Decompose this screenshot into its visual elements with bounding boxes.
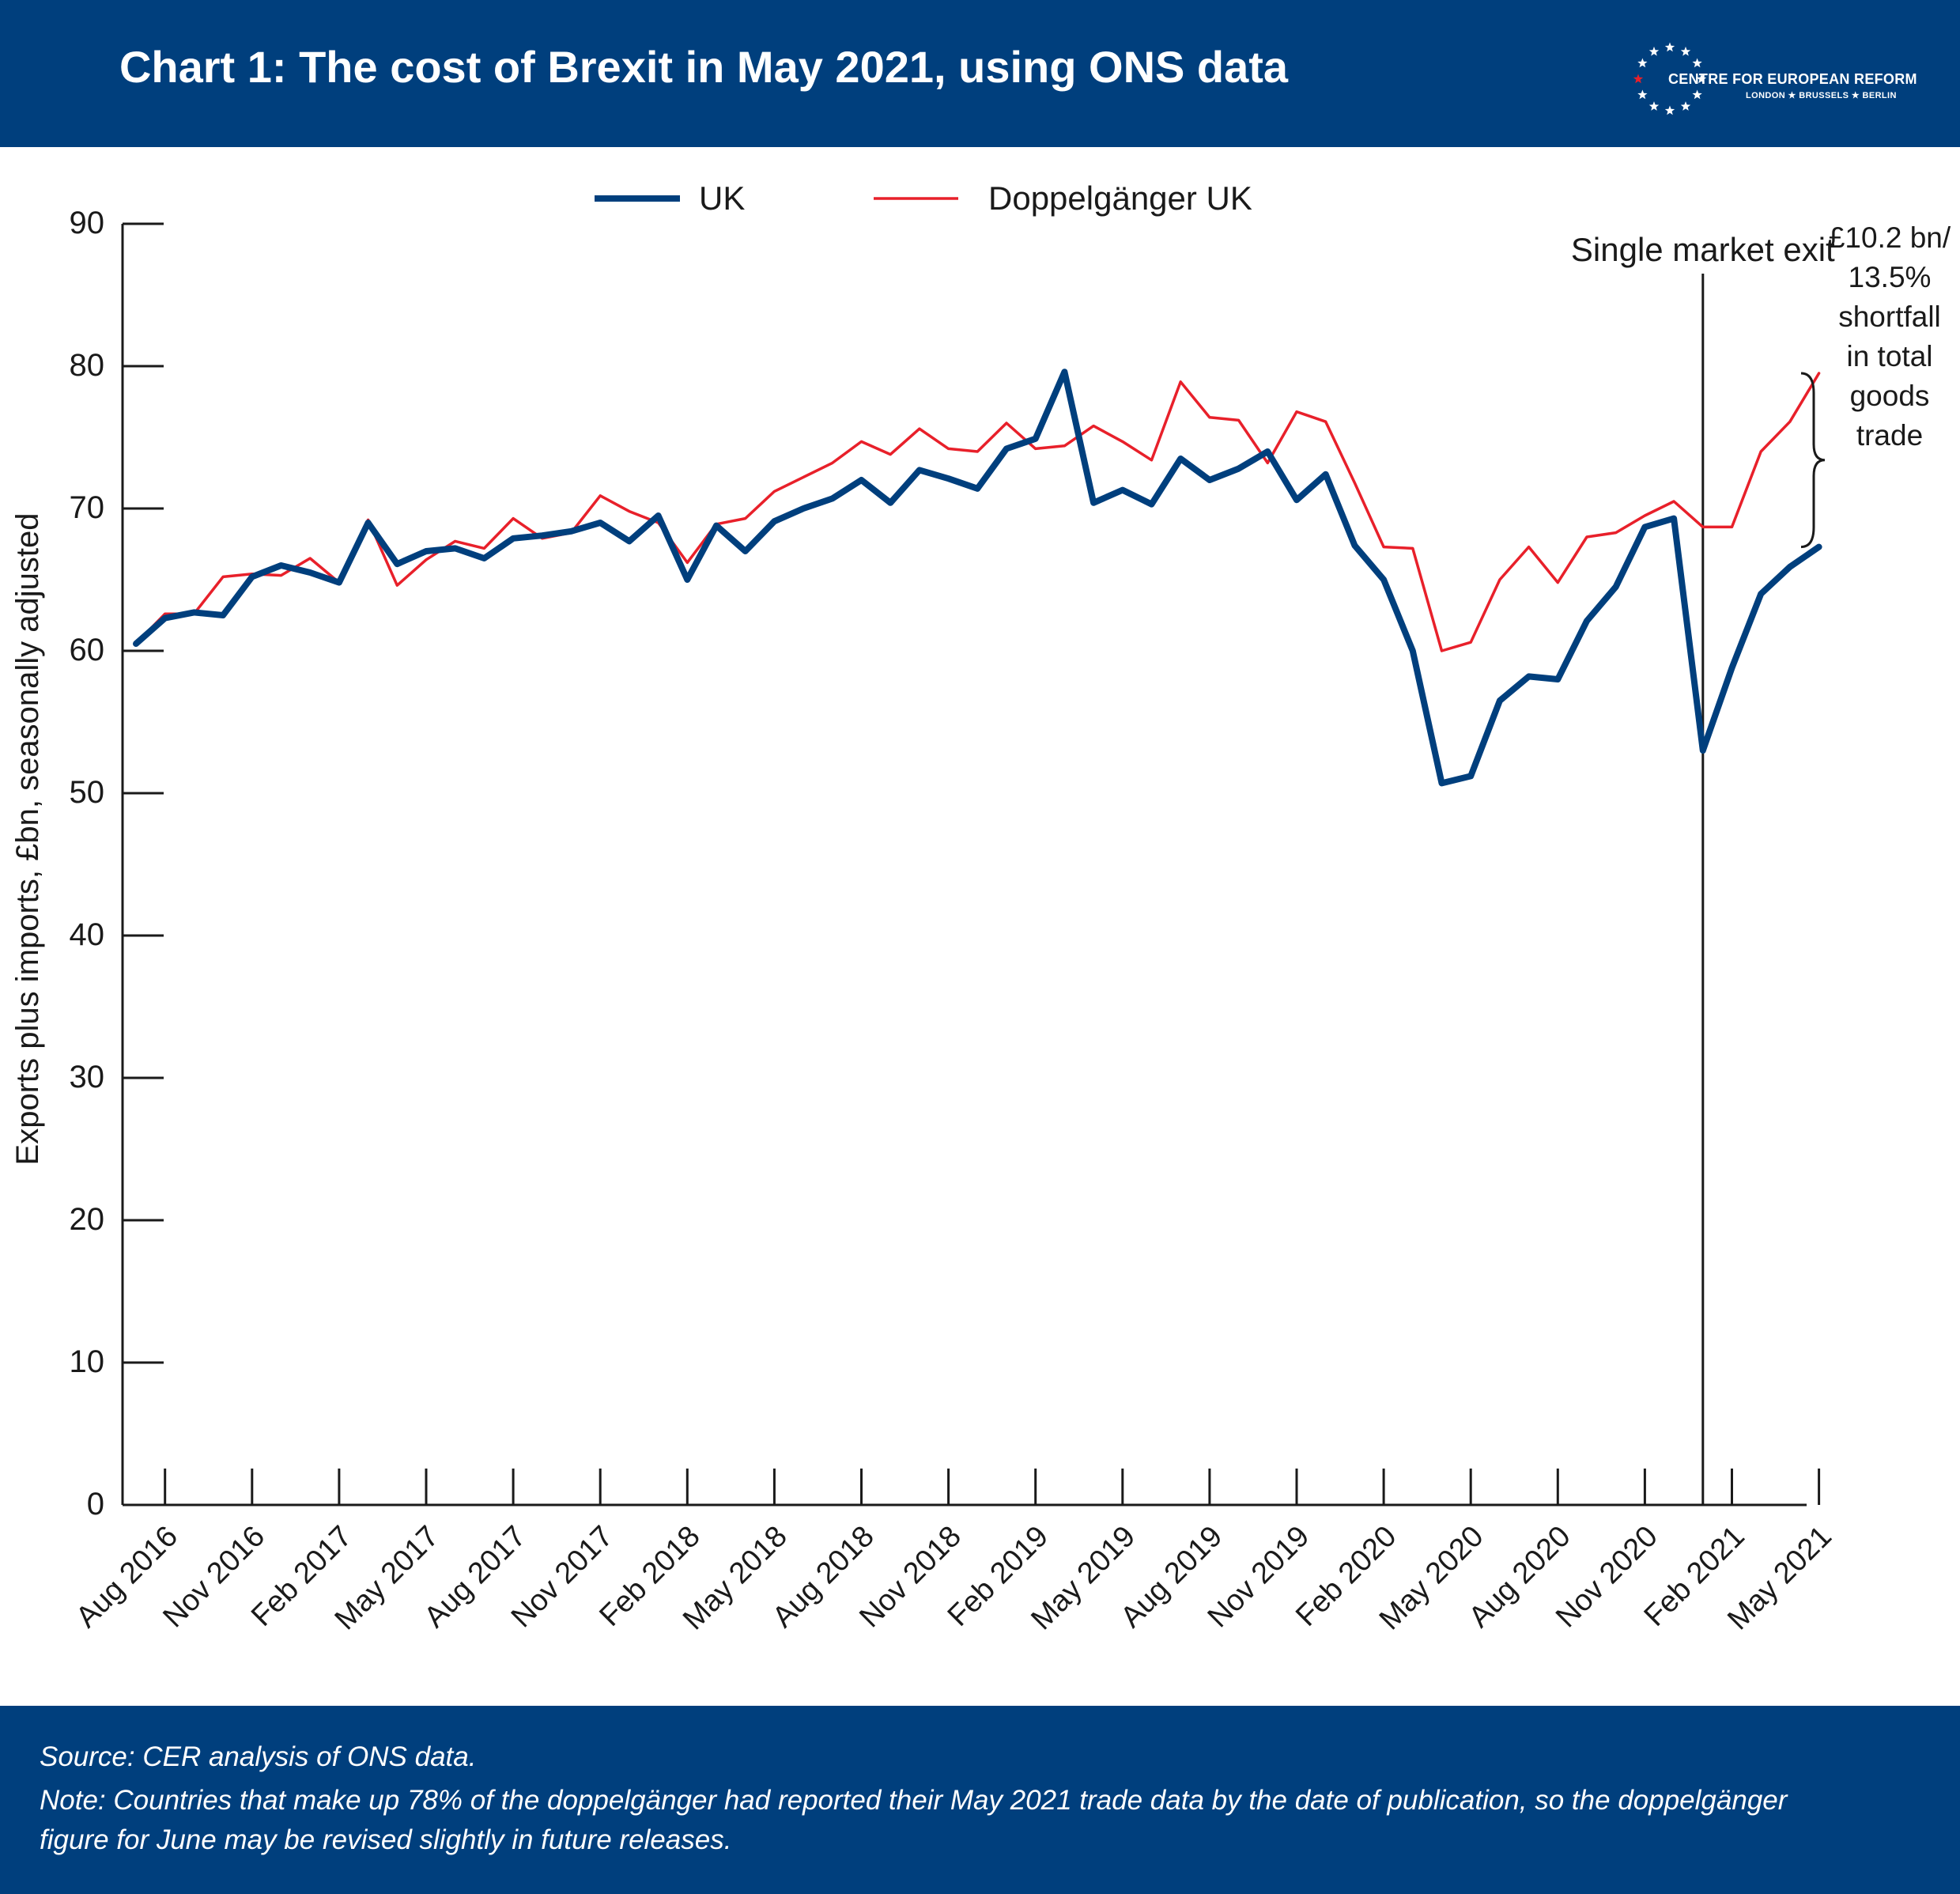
shortfall-text-line: 13.5% xyxy=(1849,261,1932,293)
shortfall-text-line: in total xyxy=(1846,340,1932,372)
shortfall-annotation: £10.2 bn/13.5% shortfall in total goods trad… xyxy=(1800,221,1951,549)
y-tick-label: 70 xyxy=(70,490,105,525)
shortfall-text-line: goods xyxy=(1850,380,1930,412)
logo-star-icon xyxy=(1680,101,1691,111)
source-note: Source: CER analysis of ONS data. xyxy=(40,1741,477,1772)
y-tick-label: 60 xyxy=(70,633,105,667)
footnote-line-2: figure for June may be revised slightly … xyxy=(40,1824,732,1855)
logo-star-icon xyxy=(1637,58,1648,68)
logo-star-icon xyxy=(1680,46,1691,56)
chart-title: Chart 1: The cost of Brexit in May 2021,… xyxy=(119,42,1289,92)
legend-uk-label: UK xyxy=(699,180,745,217)
uk-series-line xyxy=(133,369,1822,787)
shortfall-text-line: shortfall xyxy=(1838,301,1941,333)
logo-star-icon xyxy=(1692,58,1702,68)
series-lines xyxy=(133,369,1822,787)
y-tick-label: 20 xyxy=(70,1202,105,1237)
logo-star-icon xyxy=(1664,42,1675,52)
shortfall-text-line: trade xyxy=(1856,419,1923,452)
y-tick-label: 90 xyxy=(70,206,105,240)
logo-star-icon xyxy=(1696,74,1707,84)
legend-doppelganger-label: Doppelgänger UK xyxy=(988,180,1252,217)
eu-star-ring-icon xyxy=(1633,42,1707,115)
curly-brace xyxy=(1800,372,1826,549)
footer-banner: Source: CER analysis of ONS data. Note: … xyxy=(0,1706,1960,1894)
logo-star-icon xyxy=(1633,74,1644,84)
footnote-line-1: Note: Countries that make up 78% of the … xyxy=(40,1785,1788,1816)
logo-star-icon xyxy=(1648,101,1660,111)
logo-star-icon xyxy=(1637,89,1648,100)
y-tick-label: 10 xyxy=(70,1344,105,1379)
logo-star-icon xyxy=(1648,46,1660,56)
y-tick-label: 80 xyxy=(70,348,105,383)
y-tick-label: 0 xyxy=(87,1487,104,1522)
y-axis-title: Exports plus imports, £bn, seasonally ad… xyxy=(10,513,45,1166)
header-banner: Chart 1: The cost of Brexit in May 2021,… xyxy=(0,0,1960,147)
exit-label: Single market exit xyxy=(1571,231,1835,268)
logo-name: CENTRE FOR EUROPEAN REFORM xyxy=(1668,71,1917,87)
cer-logo: CENTRE FOR EUROPEAN REFORM LONDON ★ BRUS… xyxy=(1629,38,1929,125)
y-tick-label: 30 xyxy=(70,1060,105,1094)
shortfall-text-line: £10.2 bn/ xyxy=(1829,221,1951,254)
single-market-exit-marker: Single market exit xyxy=(1571,231,1835,1505)
y-axis: 0 10 20 30 40 50 60 70 80 90 xyxy=(70,206,164,1522)
y-tick-label: 50 xyxy=(70,775,105,810)
logo-star-icon xyxy=(1692,89,1702,100)
y-tick-label: 40 xyxy=(70,917,105,952)
doppelganger-series-line xyxy=(134,372,1821,652)
logo-star-icon xyxy=(1664,105,1675,115)
logo-cities: LONDON ★ BRUSSELS ★ BERLIN xyxy=(1746,91,1897,100)
legend: UK Doppelgänger UK xyxy=(595,180,1252,217)
